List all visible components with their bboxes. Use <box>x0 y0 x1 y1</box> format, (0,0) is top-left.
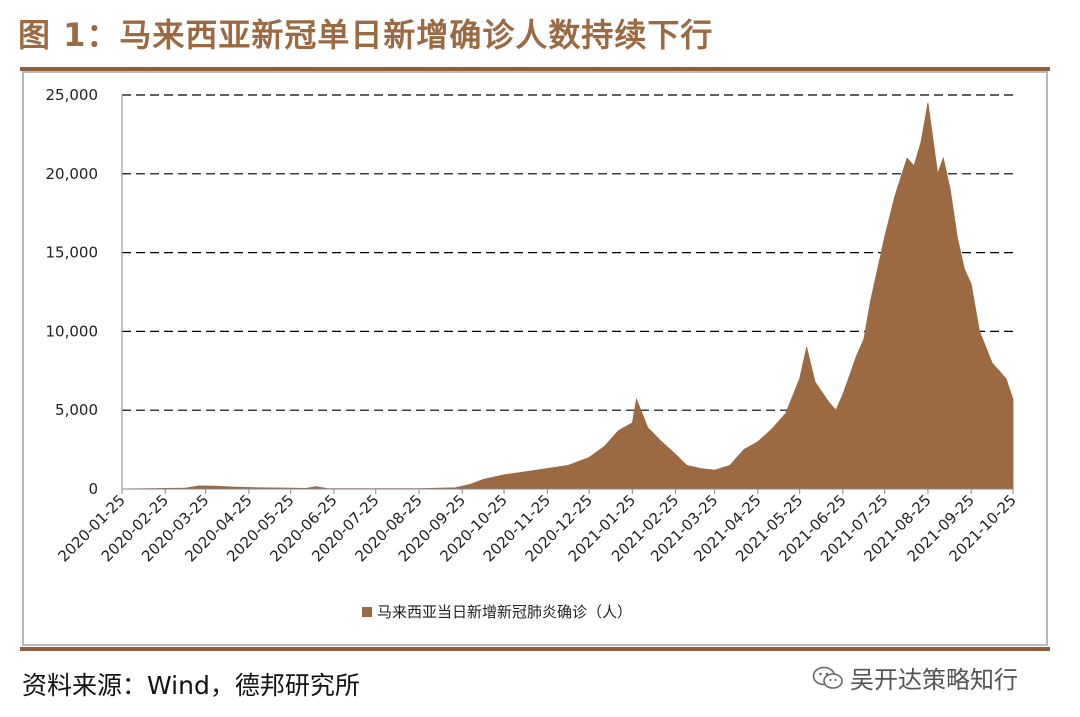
legend-swatch <box>362 607 372 617</box>
x-tick-labels: 2020-01-252020-02-252020-03-252020-04-25… <box>54 491 1019 565</box>
watermark-text: 吴开达策略知行 <box>850 666 1018 694</box>
grid-lines <box>122 94 1013 411</box>
y-tick-label: 10,000 <box>46 322 99 340</box>
y-tick-labels: 0 5,000 10,000 15,000 20,000 25,000 <box>46 86 99 498</box>
y-tick-label: 0 <box>88 480 98 498</box>
y-tick-label: 15,000 <box>46 244 99 262</box>
series-area <box>121 102 1014 490</box>
axes <box>121 95 1014 494</box>
y-tick-label: 5,000 <box>55 401 98 419</box>
y-tick-label: 20,000 <box>46 165 99 183</box>
footer-divider <box>20 647 1050 651</box>
page-title: 图 1：马来西亚新冠单日新增确诊人数持续下行 <box>18 16 714 54</box>
plot-area <box>121 102 1014 490</box>
wechat-icon <box>812 666 843 689</box>
y-tick-label: 25,000 <box>46 86 99 104</box>
title-divider <box>20 67 1050 71</box>
legend-label: 马来西亚当日新增新冠肺炎确诊（人） <box>377 603 632 621</box>
legend: 马来西亚当日新增新冠肺炎确诊（人） <box>362 603 632 621</box>
source-note: 资料来源：Wind，德邦研究所 <box>22 671 360 700</box>
watermark: 吴开达策略知行 <box>812 660 1018 695</box>
